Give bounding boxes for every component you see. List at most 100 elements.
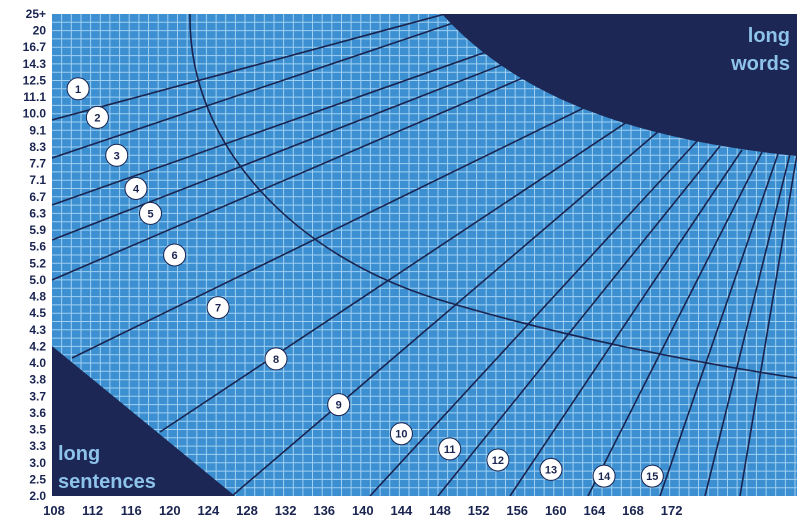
grade-level-marker: 6 bbox=[163, 243, 187, 267]
grade-boundary-line bbox=[52, 14, 481, 159]
x-tick-label: 168 bbox=[622, 503, 644, 518]
grade-boundary-line bbox=[231, 129, 661, 496]
y-tick-label: 4.0 bbox=[29, 356, 46, 370]
grade-level-marker: 8 bbox=[264, 347, 288, 371]
grade-boundary-line bbox=[704, 153, 791, 496]
y-tick-label: 7.7 bbox=[29, 157, 46, 171]
grade-level-marker: 9 bbox=[327, 393, 351, 417]
x-tick-label: 160 bbox=[545, 503, 567, 518]
x-tick-label: 140 bbox=[352, 503, 374, 518]
x-tick-label: 164 bbox=[584, 503, 606, 518]
grade-boundary-line bbox=[52, 49, 541, 241]
x-tick-label: 172 bbox=[661, 503, 683, 518]
x-tick-label: 156 bbox=[506, 503, 528, 518]
y-tick-label: 5.0 bbox=[29, 273, 46, 287]
y-tick-label: 3.7 bbox=[29, 389, 46, 403]
marker-circle bbox=[139, 201, 162, 225]
marker-label: 14 bbox=[598, 471, 611, 483]
grade-boundary-line bbox=[437, 145, 721, 496]
grade-boundary-line bbox=[509, 149, 743, 496]
y-tick-label: 3.8 bbox=[29, 373, 46, 387]
y-tick-label: 3.3 bbox=[29, 439, 46, 453]
y-tick-label: 3.6 bbox=[29, 406, 46, 420]
y-tick-label: 6.3 bbox=[29, 206, 46, 220]
long-sentences-label-line1: long bbox=[58, 443, 100, 465]
y-tick-label: 14.3 bbox=[23, 57, 47, 71]
marker-label: 12 bbox=[492, 455, 504, 467]
x-tick-label: 116 bbox=[121, 503, 142, 518]
y-tick-label: 20 bbox=[33, 24, 47, 38]
long-sentences-region bbox=[52, 346, 235, 496]
x-tick-label: 132 bbox=[275, 503, 297, 518]
marker-label: 15 bbox=[646, 471, 658, 483]
y-axis-labels: 25+ 20 16.7 14.3 12.5 11.1 10.0 9.1 8.3 7.7 7.1 6.7… bbox=[23, 7, 47, 503]
marker-circle bbox=[264, 347, 288, 371]
grade-level-marker: 15 bbox=[640, 464, 664, 488]
y-tick-label: 16.7 bbox=[23, 40, 47, 54]
y-tick-label: 10.0 bbox=[23, 107, 47, 121]
long-words-label-line1: long bbox=[748, 25, 790, 47]
grade-boundaries bbox=[52, 14, 797, 496]
marker-circle bbox=[163, 243, 187, 267]
marker-label: 7 bbox=[215, 303, 221, 315]
y-tick-label: 3.5 bbox=[29, 423, 46, 437]
grade-level-marker: 4 bbox=[124, 177, 148, 200]
marker-label: 10 bbox=[395, 429, 407, 441]
y-tick-label: 4.5 bbox=[29, 306, 46, 320]
grade-level-marker: 3 bbox=[105, 143, 129, 167]
grade-boundary-line bbox=[71, 99, 601, 359]
marker-label: 1 bbox=[75, 84, 81, 96]
x-tick-label: 112 bbox=[82, 503, 103, 518]
grade-level-marker: 7 bbox=[206, 296, 230, 320]
marker-circle bbox=[486, 448, 510, 472]
grid bbox=[52, 14, 797, 496]
grade-boundary-line bbox=[369, 139, 699, 496]
validity-curve bbox=[189, 14, 797, 379]
grade-boundary-line bbox=[587, 151, 763, 496]
x-tick-label: 136 bbox=[313, 503, 335, 518]
marker-label: 6 bbox=[172, 250, 178, 262]
grade-boundary-line bbox=[52, 61, 561, 281]
x-tick-label: 120 bbox=[159, 503, 181, 518]
grade-boundary-line bbox=[739, 153, 797, 496]
grade-level-marker: 14 bbox=[592, 464, 616, 488]
marker-circle bbox=[327, 393, 351, 417]
y-tick-label: 6.7 bbox=[29, 190, 46, 204]
y-tick-label: 8.3 bbox=[29, 140, 46, 154]
x-axis-labels: 108 112 116 120 124 128 132 136 140 144 148 152 156 1… bbox=[43, 503, 682, 518]
marker-circle bbox=[85, 105, 109, 129]
grade-boundary-line bbox=[159, 119, 631, 433]
grade-level-marker: 11 bbox=[438, 437, 462, 461]
grade-level-marker: 1 bbox=[66, 77, 90, 101]
y-tick-label: 4.8 bbox=[29, 290, 46, 304]
grade-level-marker: 5 bbox=[139, 201, 162, 225]
grade-level-marker: 12 bbox=[486, 448, 510, 472]
long-sentences-label-line2: sentences bbox=[58, 471, 156, 493]
marker-circle bbox=[105, 143, 129, 167]
marker-label: 9 bbox=[336, 400, 342, 412]
marker-circle bbox=[66, 77, 90, 101]
x-tick-label: 124 bbox=[198, 503, 220, 518]
marker-circle bbox=[206, 296, 230, 320]
marker-label: 8 bbox=[273, 354, 279, 366]
y-tick-label: 9.1 bbox=[29, 123, 46, 137]
y-tick-label: 7.1 bbox=[29, 173, 46, 187]
x-tick-label: 108 bbox=[43, 503, 65, 518]
y-tick-label: 4.2 bbox=[29, 339, 46, 353]
y-tick-label: 25+ bbox=[26, 7, 46, 21]
grade-boundary-line bbox=[659, 153, 779, 496]
x-tick-label: 128 bbox=[236, 503, 258, 518]
marker-label: 5 bbox=[147, 208, 153, 220]
marker-circle bbox=[539, 457, 563, 481]
grade-boundary-line bbox=[52, 14, 446, 121]
marker-circle bbox=[438, 437, 462, 461]
y-tick-label: 11.1 bbox=[23, 90, 46, 104]
y-tick-label: 3.0 bbox=[29, 456, 46, 470]
grade-level-marker: 2 bbox=[85, 105, 109, 129]
x-tick-label: 152 bbox=[468, 503, 490, 518]
long-words-label-line2: words bbox=[730, 53, 790, 75]
marker-circle bbox=[640, 464, 664, 488]
x-tick-label: 144 bbox=[391, 503, 413, 518]
